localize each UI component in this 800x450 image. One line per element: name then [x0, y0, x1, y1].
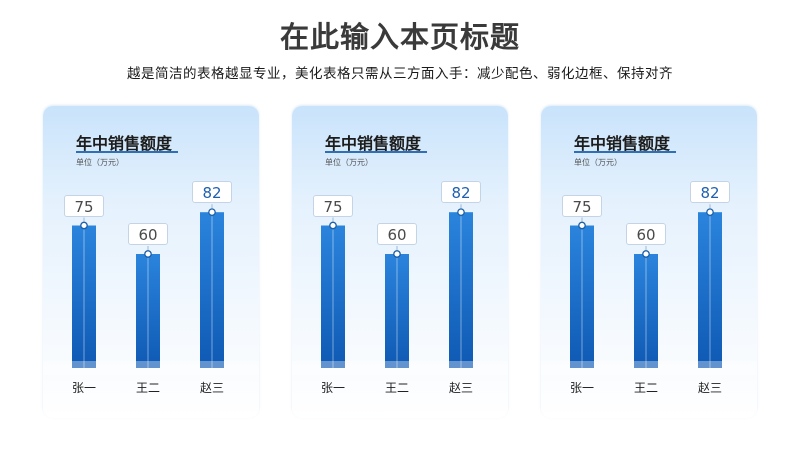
- data-label: 82: [690, 181, 730, 204]
- category-label: 赵三: [697, 381, 722, 395]
- chart-unit: 单位（万元）: [325, 158, 373, 167]
- data-label: 75: [64, 194, 104, 217]
- bar-chart-svg: [292, 204, 508, 375]
- chart-panel-3: 年中销售额度 单位（万元） 75 张一 60 王二 82 赵三: [541, 106, 757, 418]
- bar-marker-dot: [706, 208, 714, 217]
- bar-marker-dot: [457, 208, 465, 217]
- bar-marker-dot: [578, 221, 586, 230]
- data-label: 60: [128, 223, 168, 245]
- page-title: 在此输入本页标题: [279, 20, 520, 54]
- category-label: 张一: [71, 381, 96, 395]
- data-label: 75: [313, 194, 353, 217]
- bar-marker-dot: [208, 208, 216, 217]
- chart-title-underline: [325, 151, 427, 153]
- category-label: 王二: [384, 381, 409, 395]
- chart-unit: 单位（万元）: [76, 158, 124, 167]
- data-label: 60: [626, 223, 666, 245]
- chart-title-underline: [76, 151, 178, 153]
- chart-title: 年中销售额度: [325, 134, 422, 153]
- category-label: 张一: [320, 381, 345, 395]
- baseline-glow: [43, 361, 259, 375]
- category-label: 赵三: [199, 381, 224, 395]
- page-subtitle: 越是简洁的表格越显专业，美化表格只需从三方面入手：减少配色、弱化边框、保持对齐: [127, 66, 673, 82]
- chart-title: 年中销售额度: [76, 134, 173, 153]
- chart-panel-1: 年中销售额度 单位（万元） 75 张一 60 王二 82 赵三: [43, 106, 259, 418]
- data-label: 82: [192, 181, 232, 204]
- category-label: 王二: [633, 381, 658, 395]
- bar-marker-dot: [144, 250, 152, 258]
- data-label: 82: [441, 181, 481, 204]
- data-label: 60: [377, 223, 417, 245]
- bar-chart-svg: [43, 204, 259, 375]
- category-label: 王二: [135, 381, 160, 395]
- chart-title: 年中销售额度: [574, 134, 671, 153]
- bar-marker-dot: [393, 250, 401, 258]
- bar-marker-dot: [329, 221, 337, 230]
- chart-unit: 单位（万元）: [574, 158, 622, 167]
- chart-title-underline: [574, 151, 676, 153]
- category-label: 张一: [569, 381, 594, 395]
- baseline-glow: [292, 361, 508, 375]
- bar-chart-svg: [541, 204, 757, 375]
- bar-marker-dot: [642, 250, 650, 258]
- baseline-glow: [541, 361, 757, 375]
- data-label: 75: [562, 194, 602, 217]
- category-label: 赵三: [448, 381, 473, 395]
- chart-panel-2: 年中销售额度 单位（万元） 75 张一 60 王二 82 赵三: [292, 106, 508, 418]
- bar-marker-dot: [80, 221, 88, 230]
